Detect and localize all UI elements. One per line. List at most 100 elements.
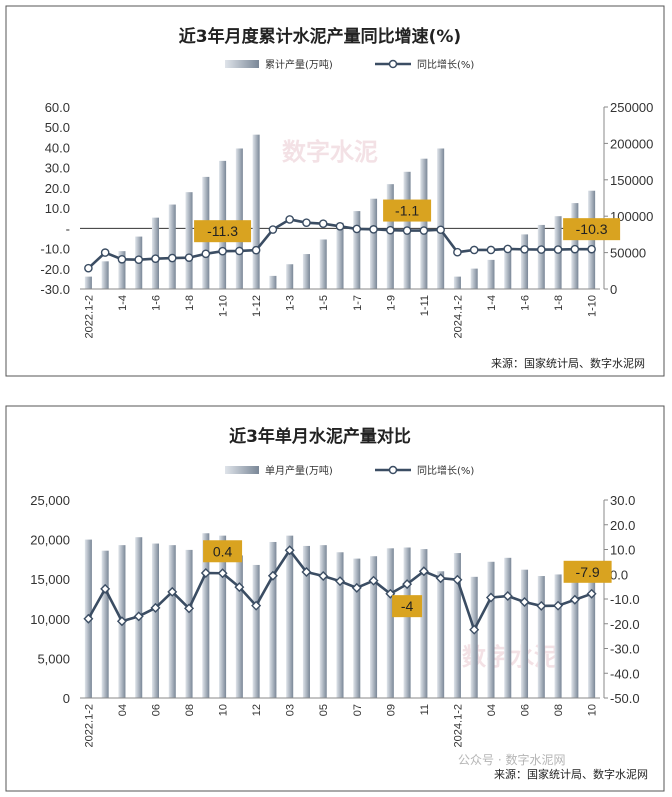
bar [453, 276, 461, 289]
data-label: -10.3 [576, 221, 608, 237]
line-point [435, 573, 446, 584]
right-axis: 0 50000 100000 150000 200000 250000 [603, 100, 653, 297]
bar [168, 204, 176, 289]
line-point [167, 586, 178, 597]
bar [319, 545, 327, 698]
left-axis: 0 5,000 10,000 15,000 20,000 25,000 [30, 493, 70, 706]
bar [487, 259, 495, 289]
bar [101, 261, 109, 289]
y-right-tick-label: 250000 [610, 100, 653, 115]
line-point [502, 591, 513, 602]
y-right-tick-label: 20.0 [610, 518, 635, 533]
y-left-tick-label: 5,000 [37, 651, 70, 666]
x-tick-label: 06 [150, 704, 162, 716]
bar [504, 249, 512, 289]
bar [537, 224, 545, 289]
chart-title: 近3年月度累计水泥产量同比增速(%) [179, 26, 461, 47]
x-tick-label: 1-11 [419, 295, 431, 316]
line-point [217, 568, 228, 579]
chart-panel-cumulative: 近3年月度累计水泥产量同比增速(%) 累计产量(万吨) 同比增长(%) 数字水泥 -30… [0, 0, 672, 380]
line-markers [84, 215, 596, 273]
line-point [100, 583, 111, 594]
line-point [133, 611, 144, 622]
bar [353, 211, 361, 289]
source-note: 来源：国家统计局、数字水泥网 [494, 767, 648, 781]
line-point [570, 244, 580, 254]
bar [370, 556, 378, 698]
y-left-tick-label: -20.0 [40, 262, 70, 277]
y-right-tick-label: -20.0 [610, 617, 640, 632]
legend-bar-swatch [225, 466, 259, 474]
x-tick-label: 12 [251, 704, 263, 716]
y-left-tick-label: - [66, 221, 70, 236]
watermark: 数字水泥 [282, 138, 378, 166]
bar [554, 574, 562, 698]
legend-line-label: 同比增长(%) [417, 58, 474, 71]
y-left-tick-label: 10.0 [45, 201, 70, 216]
y-right-tick-label: -40.0 [610, 666, 640, 681]
bar [487, 561, 495, 698]
chart-cumulative: 近3年月度累计水泥产量同比增速(%) 累计产量(万吨) 同比增长(%) 数字水泥 -30… [5, 5, 665, 377]
bar [269, 541, 277, 698]
y-right-tick-label: 10.0 [610, 543, 635, 558]
line-point [368, 575, 379, 586]
line-point [116, 616, 127, 627]
bar [185, 192, 193, 289]
footer-mark: 公众号 · 数字水泥网 [458, 752, 565, 767]
bar [168, 545, 176, 698]
y-left-tick-label: 15,000 [30, 572, 70, 587]
line-point [553, 245, 563, 254]
x-tick-label: 2024.1-2 [452, 704, 464, 747]
data-labels: 0.4 -4 -7.9 [203, 540, 612, 618]
bar [453, 553, 461, 698]
x-tick-label: 08 [184, 704, 196, 716]
line-point [218, 246, 227, 256]
legend-bar-swatch [225, 60, 259, 68]
line-point [200, 568, 211, 579]
legend-line-marker [388, 59, 398, 69]
line-point [520, 245, 529, 254]
x-tick-label: 1-7 [352, 295, 364, 311]
line-point [83, 613, 94, 624]
bar [437, 571, 445, 698]
bar [520, 234, 529, 289]
x-tick-label: 1-12 [251, 295, 263, 317]
x-tick-label: 1-4 [486, 295, 498, 311]
x-tick-label: 05 [318, 704, 330, 716]
y-left-tick-label: -30.0 [40, 282, 70, 297]
y-left-tick-label: 20.0 [45, 181, 70, 196]
data-label-box [203, 540, 243, 563]
bar [571, 576, 579, 698]
data-label-box [563, 218, 621, 241]
data-label: -7.9 [576, 564, 600, 580]
y-left-tick-label: 50.0 [45, 120, 70, 135]
line-point [553, 600, 564, 611]
bar [319, 239, 327, 289]
line-point [234, 582, 245, 593]
x-tick-label: 1-6 [150, 295, 162, 311]
x-tick-label: 09 [385, 704, 397, 716]
left-axis: -30.0-20.0-10.0-10.020.030.040.050.060.0 [40, 100, 70, 297]
y-left-tick-label: 10,000 [30, 612, 70, 627]
line-point [352, 224, 362, 234]
line-point [402, 579, 413, 590]
legend: 累计产量(万吨) 同比增长(%) [225, 58, 474, 71]
legend-bar-label: 累计产量(万吨) [265, 58, 333, 71]
line-point [267, 570, 278, 581]
x-tick-label: 07 [352, 704, 364, 716]
data-label: -4 [401, 598, 414, 614]
bar [151, 217, 160, 289]
x-tick-label: 1-8 [184, 295, 196, 311]
line-point [251, 245, 261, 255]
y-right-tick-label: 30.0 [610, 493, 635, 508]
bar [235, 148, 243, 289]
line-point [436, 225, 445, 235]
line-point [519, 596, 530, 607]
data-label-box [563, 560, 612, 583]
y-right-tick-label: -30.0 [610, 642, 640, 657]
x-tick-label: 1-3 [285, 295, 297, 311]
line-point [134, 255, 144, 264]
line-point [469, 624, 480, 635]
bar [470, 576, 478, 698]
bar [286, 264, 294, 289]
